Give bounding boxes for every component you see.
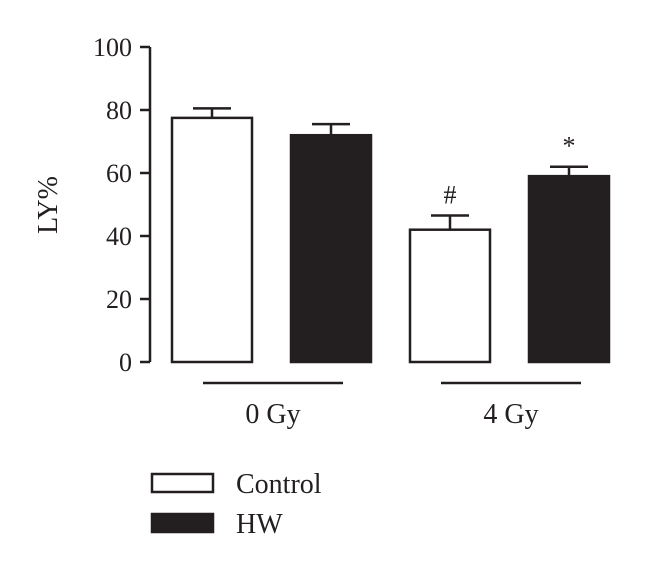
- y-tick-label: 60: [106, 159, 132, 188]
- group-label: 4 Gy: [483, 399, 538, 430]
- y-axis: 0 20 40 60 80 100: [93, 33, 152, 377]
- bars: #*: [170, 107, 611, 364]
- y-tick-label: 80: [106, 96, 132, 125]
- bar-control-0: [170, 116, 254, 364]
- y-tick-label: 0: [119, 348, 132, 377]
- bar-control-1: [408, 228, 492, 364]
- bar-hw-1: [527, 174, 611, 364]
- y-tick-label: 100: [93, 33, 132, 62]
- y-tick-label: 40: [106, 222, 132, 251]
- significance-marker: #: [444, 181, 457, 210]
- bar-hw-0: [289, 133, 373, 364]
- group-axis: 0 Gy 4 Gy: [203, 381, 581, 430]
- group-label: 0 Gy: [245, 399, 300, 430]
- y-tick-label: 20: [106, 285, 132, 314]
- legend-label-hw: HW: [236, 509, 283, 540]
- legend: Control HW: [150, 469, 322, 540]
- significance-marker: *: [563, 132, 576, 161]
- legend-label-control: Control: [236, 469, 322, 500]
- y-axis-title: LY%: [33, 176, 64, 234]
- legend-swatch-control: [150, 472, 215, 494]
- legend-swatch-hw: [150, 512, 215, 534]
